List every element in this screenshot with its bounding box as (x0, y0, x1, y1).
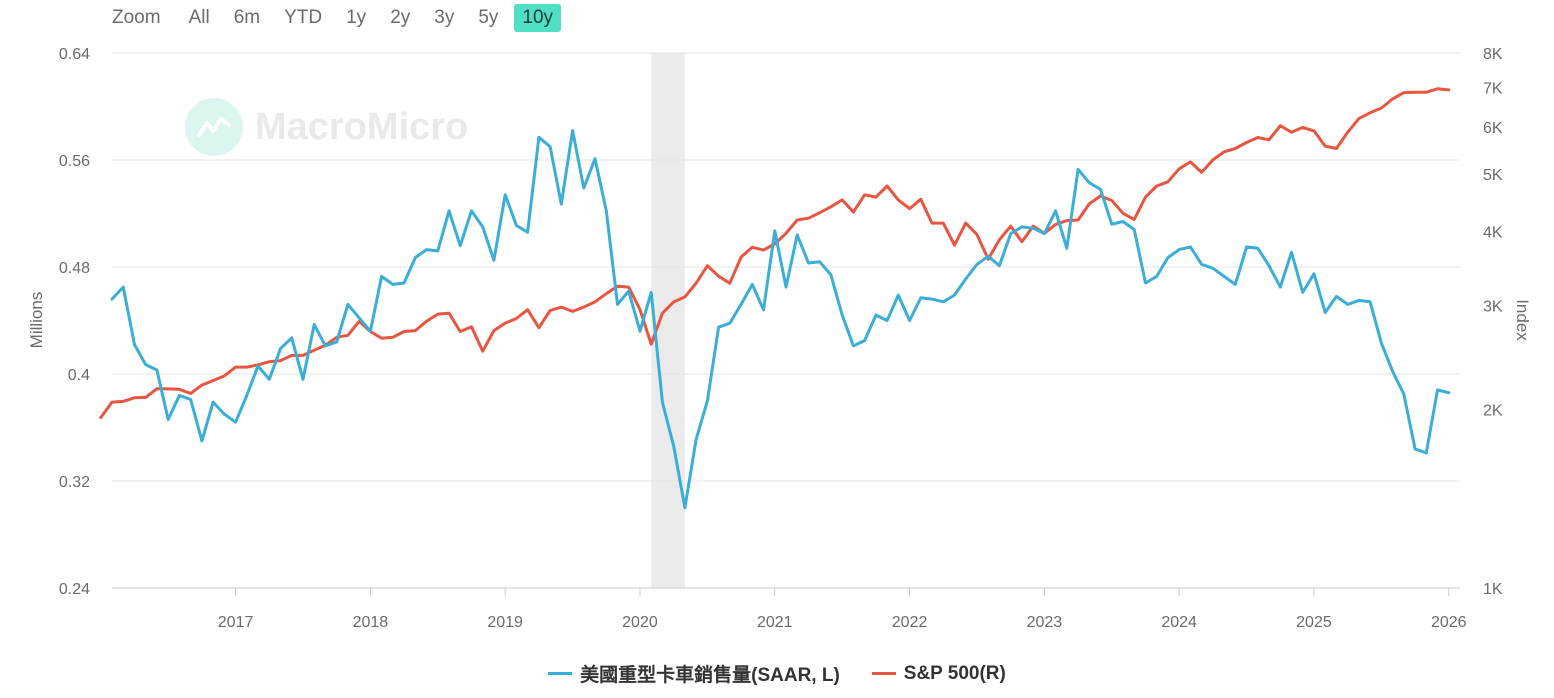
y-right-tick-label: 4K (1483, 224, 1503, 241)
y-left-tick-label: 0.24 (59, 581, 90, 598)
y-right-tick-label: 3K (1483, 298, 1503, 315)
watermark-logo: MacroMicro (185, 98, 468, 156)
right-axis-title: Index (1513, 299, 1532, 341)
x-tick-label: 2025 (1296, 614, 1332, 631)
macromicro-logo-icon (185, 98, 243, 156)
zoom-2y-button[interactable]: 2y (390, 7, 411, 28)
series-line-truck-sales (110, 129, 1451, 510)
x-tick-label: 2021 (757, 614, 793, 631)
y-right-tick-label: 8K (1483, 46, 1503, 63)
zoom-all-button[interactable]: All (188, 7, 210, 28)
x-tick-label: 2018 (353, 614, 389, 631)
y-left-tick-label: 0.64 (59, 46, 90, 63)
watermark-text: MacroMicro (255, 105, 469, 148)
axis-tick-labels: 0.64 0.56 0.48 0.4 0.32 0.24 8K 7K 6K 5K 4K 3K 2K 1K 2… (59, 46, 1503, 631)
y-right-tick-label: 2K (1483, 403, 1503, 420)
zoom-10y-button[interactable]: 10y (514, 4, 562, 32)
y-left-tick-label: 0.32 (59, 474, 90, 491)
recession-bands (651, 53, 685, 588)
y-right-tick-label: 5K (1483, 167, 1503, 184)
zoom-5y-button[interactable]: 5y (478, 7, 499, 28)
x-tick-label: 2023 (1027, 614, 1063, 631)
series-lines (99, 87, 1451, 510)
y-left-tick-label: 0.56 (59, 153, 90, 170)
legend: 美國重型卡車銷售量(SAAR, L) S&P 500(R) (0, 660, 1554, 687)
x-tick-label: 2022 (892, 614, 928, 631)
legend-item-sp500[interactable]: S&P 500(R) (871, 660, 1006, 687)
zoom-6m-button[interactable]: 6m (233, 7, 261, 28)
x-tick-label: 2017 (218, 614, 254, 631)
zoom-bar: Zoom All 6m YTD 1y 2y 3y 5y 10y (112, 2, 569, 34)
legend-swatch-sp500 (871, 672, 896, 675)
x-tick-label: 2020 (622, 614, 658, 631)
legend-label-sp500: S&P 500(R) (903, 662, 1006, 684)
x-tick-label: 2024 (1161, 614, 1197, 631)
left-axis-title: Millions (27, 292, 46, 349)
legend-label-truck: 美國重型卡車銷售量(SAAR, L) (580, 665, 840, 686)
recession-band (651, 53, 685, 588)
y-right-tick-label: 6K (1483, 120, 1503, 137)
y-left-tick-label: 0.4 (68, 367, 90, 384)
series-line-sp500 (99, 87, 1451, 419)
legend-item-truck-sales[interactable]: 美國重型卡車銷售量(SAAR, L) (548, 660, 840, 687)
zoom-1y-button[interactable]: 1y (346, 7, 367, 28)
zoom-label: Zoom (112, 7, 161, 28)
y-right-tick-label: 7K (1483, 80, 1503, 97)
zoom-ytd-button[interactable]: YTD (284, 7, 323, 28)
y-left-tick-label: 0.48 (59, 260, 90, 277)
grid-lines (112, 52, 1460, 596)
zoom-3y-button[interactable]: 3y (434, 7, 455, 28)
x-tick-label: 2019 (487, 614, 523, 631)
legend-swatch-truck (548, 672, 573, 675)
y-right-tick-label: 1K (1483, 581, 1503, 598)
x-tick-label: 2026 (1431, 614, 1467, 631)
